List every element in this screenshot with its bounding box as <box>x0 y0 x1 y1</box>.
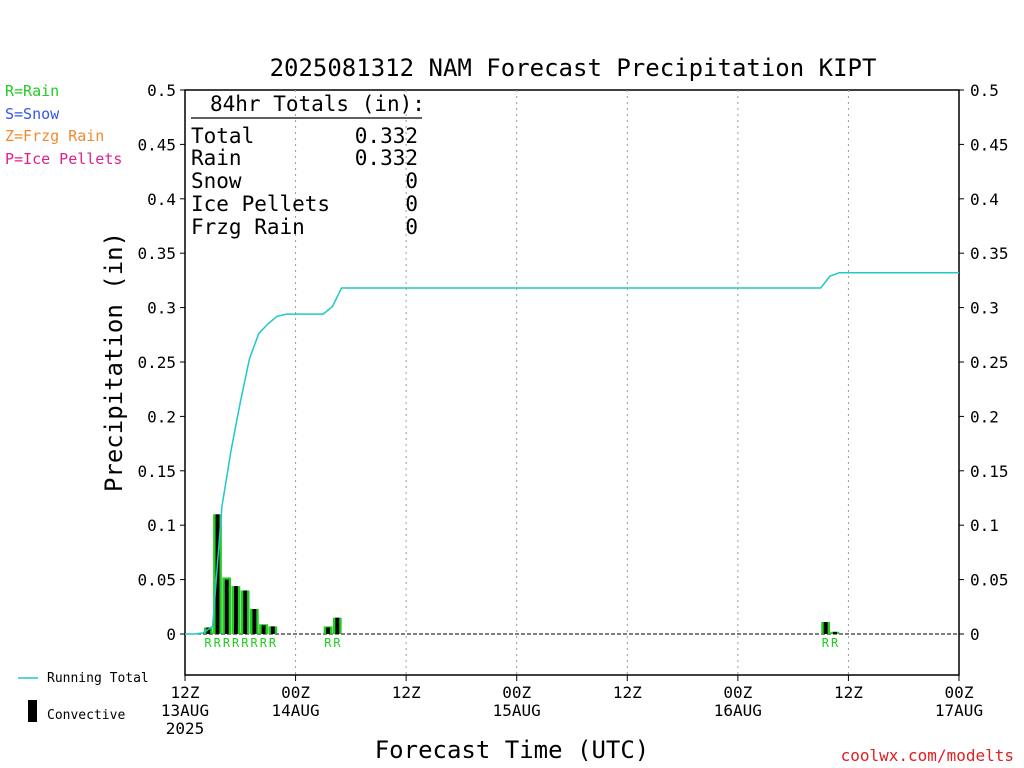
x-tick-label: 12Z <box>834 683 863 702</box>
y-axis-right: 0 0.05 0.1 0.15 0.2 0.25 0.3 0.35 0.4 0.45 0.5 <box>959 81 1009 644</box>
y-tick-label: 0.4 <box>147 190 176 209</box>
x-tick-label: 00Z <box>502 683 531 702</box>
precip-bars <box>203 514 840 634</box>
totals-rain-label: Rain <box>191 146 242 170</box>
convective-bar <box>252 608 257 634</box>
legend-snow: S=Snow <box>5 105 60 123</box>
y-tick-label: 0.5 <box>970 81 999 100</box>
y-tick-label: 0.1 <box>970 516 999 535</box>
totals-snow-label: Snow <box>191 169 242 193</box>
y-tick-label: 0.3 <box>970 299 999 318</box>
x-tick-label: 2025 <box>166 719 205 738</box>
convective-bar <box>823 622 828 634</box>
totals-ice-pellets-value: 0 <box>405 192 418 216</box>
vertical-grid <box>295 90 849 675</box>
convective-bar <box>832 631 837 634</box>
totals-box: 84hr Totals (in): Total 0.332 Rain 0.332… <box>191 92 425 239</box>
totals-total-value: 0.332 <box>355 124 418 148</box>
x-tick-label: 14AUG <box>271 701 319 720</box>
x-tick-label: 12Z <box>613 683 642 702</box>
x-tick-label: 12Z <box>171 683 200 702</box>
ptype-mark: R <box>223 636 231 650</box>
y-tick-label: 0.45 <box>970 135 1009 154</box>
ptype-mark: R <box>204 636 212 650</box>
ptype-mark: R <box>822 636 830 650</box>
y-tick-label: 0.15 <box>137 462 176 481</box>
convective-bar <box>234 586 238 634</box>
convective-bar <box>243 590 248 634</box>
y-tick-label: 0.05 <box>137 571 176 590</box>
ptype-mark: R <box>214 636 222 650</box>
totals-header: 84hr Totals (in): <box>210 92 425 116</box>
bottom-legend: Running Total Convective <box>18 671 149 723</box>
ptype-mark: R <box>241 636 249 650</box>
chart-title: 2025081312 NAM Forecast Precipitation KI… <box>270 54 877 82</box>
convective-bar <box>215 514 220 634</box>
y-tick-label: 0.15 <box>970 462 1009 481</box>
y-axis-left: 0 0.05 0.1 0.15 0.2 0.25 0.3 0.35 0.4 0.45 0.5 <box>137 81 185 644</box>
y-tick-label: 0.45 <box>137 135 176 154</box>
totals-frzg-rain-value: 0 <box>405 215 418 239</box>
y-tick-label: 0.5 <box>147 81 176 100</box>
y-tick-label: 0.1 <box>147 516 176 535</box>
convective-swatch <box>28 700 37 722</box>
x-tick-label: 00Z <box>281 683 310 702</box>
y-tick-label: 0.2 <box>147 407 176 426</box>
x-tick-label: 17AUG <box>935 701 983 720</box>
convective-legend-label: Convective <box>47 708 125 723</box>
x-tick-label: 16AUG <box>714 701 762 720</box>
convective-bar <box>270 626 275 634</box>
y-axis-label: Precipitation (in) <box>100 232 128 492</box>
convective-bar <box>335 617 340 634</box>
running-total-legend-label: Running Total <box>47 671 149 686</box>
x-tick-label: 15AUG <box>493 701 541 720</box>
y-tick-label: 0 <box>166 625 176 644</box>
totals-snow-value: 0 <box>405 169 418 193</box>
totals-ice-pellets-label: Ice Pellets <box>191 192 330 216</box>
credit-text: coolwx.com/modelts <box>841 746 1014 765</box>
legend-frzg-rain: Z=Frzg Rain <box>5 127 104 145</box>
y-tick-label: 0.3 <box>147 299 176 318</box>
x-tick-label: 00Z <box>945 683 974 702</box>
y-tick-label: 0.05 <box>970 571 1009 590</box>
y-tick-label: 0.4 <box>970 190 999 209</box>
running-total-line <box>185 272 959 635</box>
y-tick-label: 0.25 <box>970 353 1009 372</box>
totals-total-label: Total <box>191 124 254 148</box>
x-axis-label: Forecast Time (UTC) <box>375 736 650 764</box>
totals-frzg-rain-label: Frzg Rain <box>191 215 305 239</box>
totals-rain-value: 0.332 <box>355 146 418 170</box>
ptype-legend: R=Rain S=Snow Z=Frzg Rain P=Ice Pellets <box>5 82 122 168</box>
y-tick-label: 0.25 <box>137 353 176 372</box>
y-tick-label: 0.2 <box>970 407 999 426</box>
y-tick-label: 0.35 <box>970 244 1009 263</box>
convective-bar <box>206 627 211 634</box>
ptype-mark: R <box>269 636 277 650</box>
ptype-mark: R <box>232 636 240 650</box>
y-tick-label: 0.35 <box>137 244 176 263</box>
legend-rain: R=Rain <box>5 82 59 100</box>
y-tick-label: 0 <box>970 625 980 644</box>
ptype-mark: R <box>333 636 341 650</box>
legend-ice-pellets: P=Ice Pellets <box>5 150 122 168</box>
ptype-mark: R <box>260 636 268 650</box>
x-tick-label: 00Z <box>723 683 752 702</box>
x-tick-label: 12Z <box>392 683 421 702</box>
ptype-mark: R <box>831 636 839 650</box>
convective-bar <box>224 579 229 634</box>
convective-bar <box>326 627 331 634</box>
ptype-mark: R <box>250 636 258 650</box>
plot-frame <box>184 89 960 676</box>
x-tick-label: 13AUG <box>161 701 209 720</box>
convective-bar <box>261 625 266 634</box>
ptype-mark: R <box>324 636 332 650</box>
